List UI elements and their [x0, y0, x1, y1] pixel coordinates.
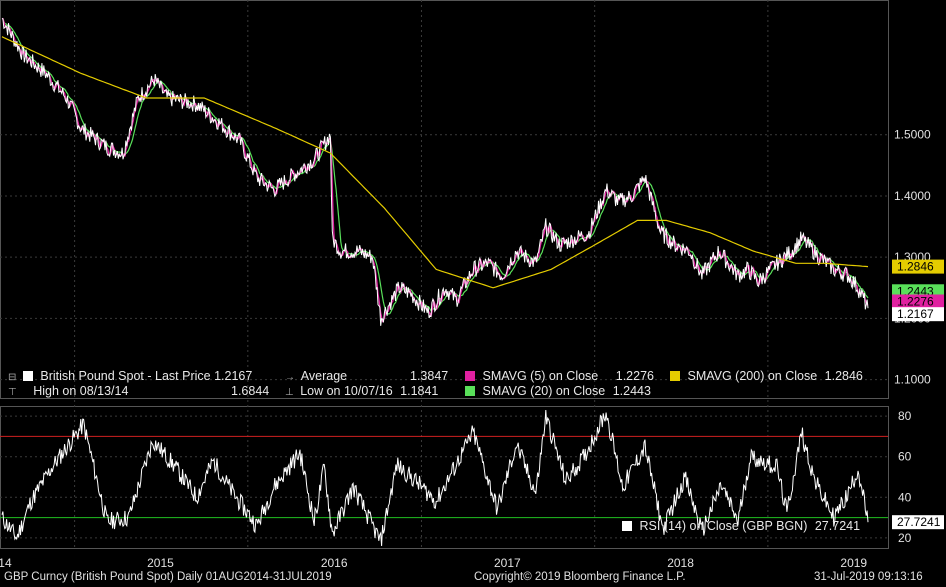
x-tick-label-2018: 2018	[667, 556, 694, 570]
smavg5-line	[1, 17, 869, 323]
smavg5-value: 1.2276	[615, 369, 654, 383]
price-label-2-text: 1.2276	[897, 295, 934, 309]
average-icon: →	[285, 372, 295, 383]
rsi-tick-label-2: 60	[898, 450, 912, 464]
x-tick-label-2019: 2019	[840, 556, 867, 570]
price-tick-label-0: 1.1000	[894, 373, 931, 387]
price-label-3-box	[892, 307, 944, 322]
rsi-legend: RSI (14) on Close (GBP BGN) 27.7241	[622, 519, 860, 533]
smavg5-swatch	[465, 371, 475, 381]
smavg20-legend: SMAVG (20) on Close 1.2443	[465, 384, 651, 398]
smavg200-legend: SMAVG (200) on Close 1.2846	[670, 369, 863, 383]
drag-handle-icon[interactable]: ⊟	[8, 372, 17, 383]
low-label: Low on 10/07/16	[300, 384, 393, 398]
rsi-label-0-text: 27.7241	[897, 515, 941, 529]
grid-lines	[0, 0, 889, 549]
smavg200-swatch	[670, 371, 680, 381]
low-value: 1.1841	[400, 384, 439, 398]
price-label-0-text: 1.2846	[897, 260, 934, 274]
last-price-line	[1, 18, 869, 326]
price-label-3-text: 1.2167	[897, 307, 934, 321]
price-label-2-box	[892, 294, 944, 309]
rsi-value: 27.7241	[814, 519, 861, 533]
smavg200-line	[1, 36, 869, 289]
x-tick-label-2015: 2015	[147, 556, 174, 570]
high-value: 1.6844	[231, 384, 270, 398]
x-tick-label-2017: 2017	[494, 556, 521, 570]
smavg20-swatch	[465, 386, 475, 396]
smavg200-value: 1.2846	[824, 369, 863, 383]
price-label-0-box	[892, 259, 944, 274]
footer-ticker: GBP Curncy (British Pound Spot) Daily 01…	[4, 571, 332, 583]
low-marker-icon: ⊥	[285, 387, 294, 398]
last-price-swatch	[22, 371, 33, 381]
footer-timestamp: 31-Jul-2019 09:13:16	[814, 571, 923, 583]
rsi-tick-label-0: 20	[898, 531, 912, 545]
last-price-label: British Pound Spot - Last Price	[40, 369, 211, 383]
price-tick-label-3: 1.4000	[894, 189, 931, 203]
smavg5-legend: SMAVG (5) on Close 1.2276	[465, 369, 654, 383]
legend-row-1: ⊟ British Pound Spot - Last Price 1.2167	[8, 369, 252, 383]
x-tick-label-2016: 2016	[321, 556, 348, 570]
rsi-label-0-box	[892, 515, 944, 530]
smavg20-label: SMAVG (20) on Close	[482, 384, 606, 398]
legend-row-2: ⊤ High on 08/13/14	[8, 384, 128, 398]
low-legend: ⊥ Low on 10/07/16 1.1841	[285, 384, 438, 398]
smavg200-label: SMAVG (200) on Close	[687, 369, 818, 383]
rsi-line	[1, 409, 869, 547]
average-label: Average	[300, 369, 348, 383]
high-label: High on 08/13/14	[33, 384, 129, 398]
smavg5-label: SMAVG (5) on Close	[482, 369, 599, 383]
average-legend: → Average	[285, 369, 347, 383]
high-marker-icon: ⊤	[8, 387, 17, 398]
rsi-panel-frame	[0, 406, 889, 549]
footer-copyright: Copyright© 2019 Bloomberg Finance L.P.	[474, 571, 686, 583]
chart-axes: 1.10001.20001.30001.40001.50002014201520…	[0, 128, 931, 570]
rsi-tick-label-1: 40	[898, 490, 912, 504]
rsi-label: RSI (14) on Close (GBP BGN)	[639, 519, 808, 533]
smavg20-value: 1.2443	[612, 384, 651, 398]
chart-series	[1, 17, 869, 547]
last-price-value: 1.2167	[214, 369, 253, 383]
x-tick-label-2014: 2014	[0, 556, 12, 570]
average-value: 1.3847	[410, 369, 449, 383]
rsi-tick-label-3: 80	[898, 409, 912, 423]
rsi-swatch	[622, 521, 632, 531]
price-panel-frame	[0, 0, 889, 399]
price-tick-label-4: 1.5000	[894, 128, 931, 142]
